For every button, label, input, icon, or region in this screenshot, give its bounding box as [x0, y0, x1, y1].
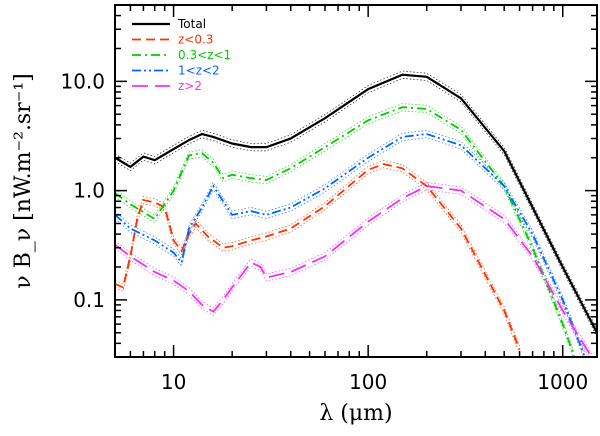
curves-group [115, 70, 597, 357]
series-envelope-0-1 [115, 77, 597, 337]
series-line-z<0.3 [115, 163, 521, 351]
series-envelope-1-0 [115, 159, 520, 347]
y-tick-label: 0.1 [73, 288, 105, 312]
series-line-1<z<2 [115, 133, 586, 357]
series-envelope-4-1 [115, 189, 590, 357]
legend-label-1<z<2: 1<z<2 [178, 64, 220, 78]
legend-label-Total: Total [177, 17, 206, 31]
y-tick-label: 1.0 [73, 179, 105, 203]
y-axis-label: ν B_ν [nW.m⁻².sr⁻¹] [11, 73, 36, 289]
legend-label-0.3<z<1: 0.3<z<1 [178, 48, 231, 62]
x-axis-label: λ (μm) [319, 401, 392, 426]
series-line-z>2 [115, 185, 593, 357]
legend-label-z>2: z>2 [178, 79, 202, 93]
series-envelope-3-0 [115, 129, 586, 354]
plot-frame [114, 4, 598, 358]
series-line-0.3<z<1 [115, 106, 576, 357]
x-tick-label: 100 [349, 370, 387, 394]
series-envelope-0-0 [115, 70, 597, 330]
series-envelope-4-0 [115, 181, 595, 357]
y-tick-label: 10.0 [60, 69, 105, 93]
series-envelope-2-0 [115, 103, 575, 354]
series-envelope-3-1 [115, 137, 584, 357]
series-envelope-2-1 [115, 110, 574, 357]
series-line-Total [115, 73, 597, 334]
x-tick-label: 10 [161, 370, 186, 394]
ticks-group [114, 4, 597, 358]
legend-label-z<0.3: z<0.3 [178, 33, 213, 47]
series-envelope-1-1 [115, 167, 520, 354]
x-tick-label: 1000 [537, 370, 588, 394]
tick-labels-group: 10 100 1000 0.1 1.0 10.0 [60, 69, 588, 394]
legend: Total z<0.30.3<z<1 1<z<2z>2 [132, 17, 231, 93]
